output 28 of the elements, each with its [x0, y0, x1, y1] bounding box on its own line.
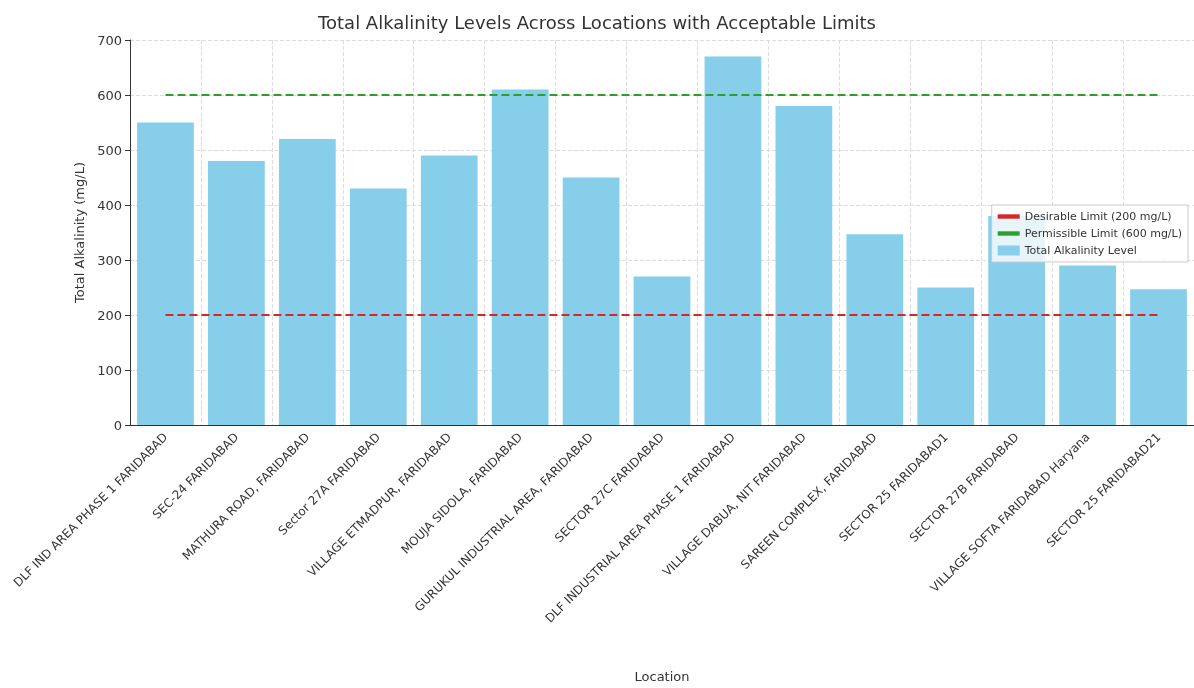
legend-label: Permissible Limit (600 mg/L) [1024, 227, 1183, 240]
bar [491, 89, 549, 425]
bar [775, 106, 833, 425]
bar [917, 287, 975, 425]
bar [420, 155, 478, 425]
chart-title: Total Alkalinity Levels Across Locations with Acceptable Limits [317, 11, 876, 33]
bar [704, 56, 762, 425]
y-tick-label: 100 [97, 362, 122, 378]
y-tick-label: 400 [97, 197, 122, 213]
y-axis-title: Total Alkalinity (mg/L) [72, 162, 88, 304]
bar [278, 139, 336, 425]
y-tick-label: 300 [97, 252, 122, 268]
y-tick-label: 700 [97, 32, 122, 48]
bar [1059, 265, 1116, 425]
x-axis-title: Location [634, 669, 690, 684]
bar [633, 276, 691, 425]
y-tick-label: 600 [97, 87, 122, 103]
legend-label: Desirable Limit (200 mg/L) [1024, 210, 1172, 223]
y-tick-label: 200 [97, 307, 122, 323]
bar [208, 161, 265, 425]
bar [1130, 289, 1187, 425]
bar [846, 234, 904, 425]
bar [137, 122, 194, 425]
y-tick-label: 0 [113, 417, 122, 433]
bar [349, 188, 407, 425]
y-tick-label: 500 [97, 142, 122, 158]
bar [562, 177, 620, 425]
legend-label: Total Alkalinity Level [1023, 244, 1137, 257]
